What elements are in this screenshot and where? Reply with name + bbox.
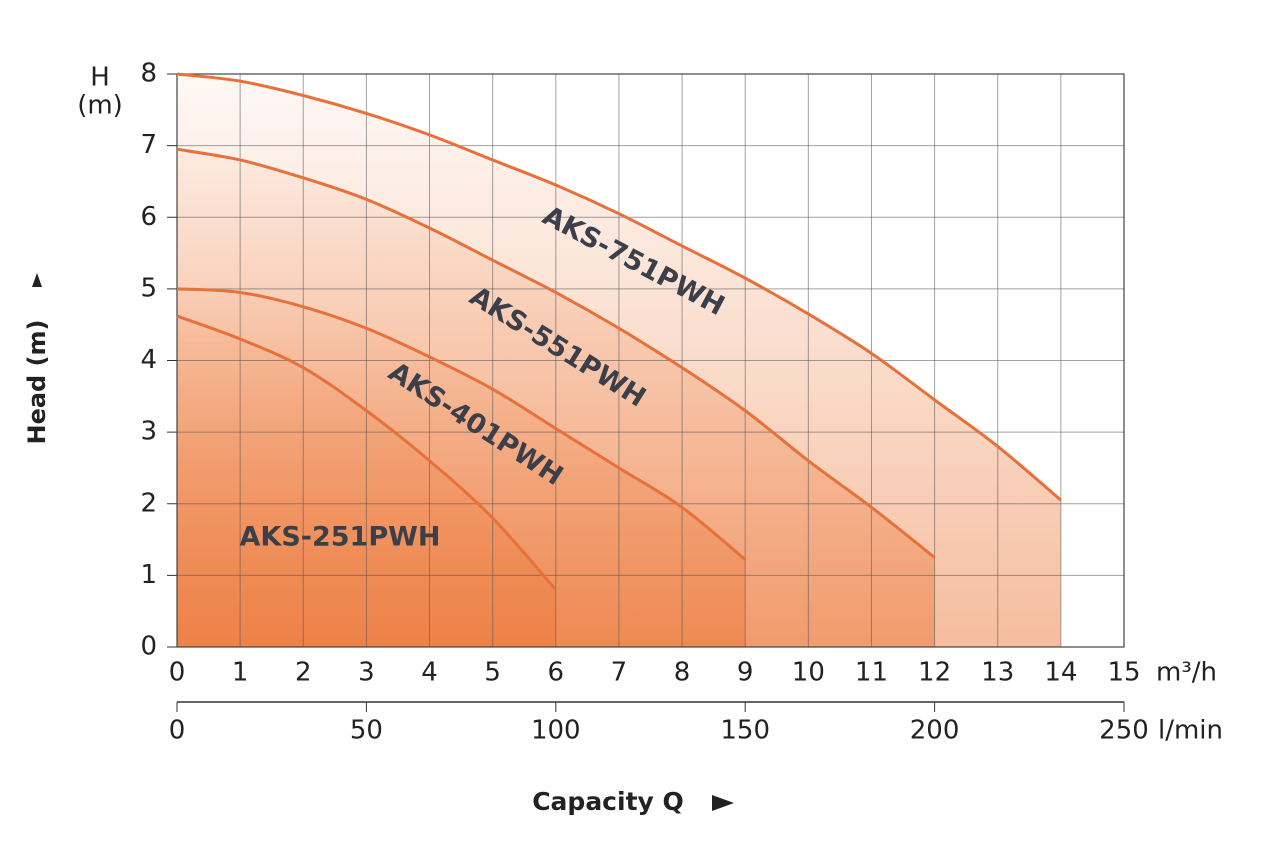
x-tick-label: 6 bbox=[548, 658, 565, 688]
curve bbox=[176, 147, 936, 559]
x-axis-label: Capacity Q bbox=[532, 787, 684, 816]
y-tick-label: 1 bbox=[140, 560, 157, 590]
x-tick-label: 10 bbox=[792, 658, 825, 688]
x2-unit: l/min bbox=[1158, 716, 1223, 746]
y-tick-label: 5 bbox=[140, 273, 157, 303]
x-tick-label: 5 bbox=[484, 658, 501, 688]
y-tick-label: 0 bbox=[140, 632, 157, 662]
y-unit: (m) bbox=[77, 91, 123, 121]
y-unit: H bbox=[90, 63, 110, 93]
x-tick-label: 15 bbox=[1107, 658, 1140, 688]
x-tick-label: 8 bbox=[674, 658, 691, 688]
x-tick-label: 13 bbox=[981, 658, 1014, 688]
x2-tick-label: 200 bbox=[910, 716, 960, 746]
x-tick-label: 12 bbox=[918, 658, 951, 688]
x-tick-label: 0 bbox=[169, 658, 186, 688]
curve bbox=[176, 314, 557, 591]
curve bbox=[176, 287, 747, 561]
x2-tick-label: 250 bbox=[1099, 716, 1149, 746]
x-tick-label: 1 bbox=[232, 658, 249, 688]
x-tick-label: 14 bbox=[1044, 658, 1077, 688]
series-label: AKS-251PWH bbox=[240, 522, 441, 553]
x-tick-label: 7 bbox=[611, 658, 628, 688]
x2-tick-label: 0 bbox=[169, 716, 186, 746]
y-tick-label: 4 bbox=[140, 345, 157, 375]
arrow bbox=[712, 795, 734, 811]
x2-tick-label: 150 bbox=[720, 716, 770, 746]
x-tick-label: 2 bbox=[295, 658, 312, 688]
x-unit: m³/h bbox=[1156, 658, 1217, 688]
y-tick-label: 7 bbox=[140, 130, 157, 160]
x-tick-label: 4 bbox=[421, 658, 438, 688]
y-tick-label: 6 bbox=[140, 202, 157, 232]
y-axis-label: Head (m) bbox=[23, 319, 51, 444]
plot-border bbox=[176, 73, 1125, 648]
x2-tick-label: 100 bbox=[531, 716, 581, 746]
y-tick-label: 3 bbox=[140, 417, 157, 447]
x-tick-label: 9 bbox=[737, 658, 754, 688]
x-tick-label: 11 bbox=[855, 658, 888, 688]
curve bbox=[176, 72, 1062, 502]
x-tick-label: 3 bbox=[358, 658, 375, 688]
y-tick-label: 2 bbox=[140, 488, 157, 518]
arrow bbox=[32, 273, 42, 287]
y-tick-label: 8 bbox=[140, 59, 157, 89]
x2-tick-label: 50 bbox=[350, 716, 383, 746]
